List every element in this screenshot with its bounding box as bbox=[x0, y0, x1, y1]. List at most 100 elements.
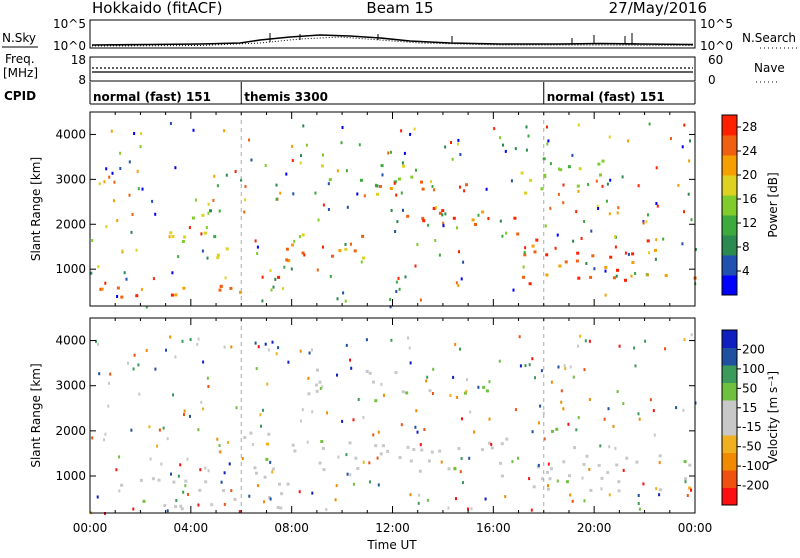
noise-cell bbox=[97, 265, 100, 269]
noise-cell bbox=[514, 147, 517, 151]
noise-cell bbox=[345, 343, 348, 347]
scatter-cell bbox=[617, 489, 621, 493]
scatter-cell bbox=[120, 483, 124, 487]
noise-cell bbox=[140, 287, 143, 291]
scatter-cell bbox=[267, 432, 271, 436]
noise-cell bbox=[463, 189, 466, 193]
noise-cell bbox=[189, 414, 191, 418]
scatter-cell bbox=[522, 275, 525, 279]
noise-cell bbox=[374, 183, 377, 187]
noise-cell bbox=[525, 125, 528, 129]
noise-cell bbox=[395, 290, 398, 293]
noise-cell bbox=[432, 367, 435, 371]
noise-cell bbox=[329, 275, 332, 278]
noise-cell bbox=[223, 502, 226, 506]
noise-cell bbox=[477, 385, 480, 389]
scatter-cell bbox=[420, 180, 423, 184]
noise-cell bbox=[174, 166, 177, 170]
noise-cell bbox=[487, 217, 490, 220]
noise-cell bbox=[293, 239, 296, 243]
scatter-cell bbox=[555, 427, 559, 431]
scatter-cell bbox=[380, 164, 384, 168]
scatter-cell bbox=[348, 441, 352, 445]
noise-cell bbox=[485, 187, 488, 191]
noise-cell bbox=[477, 213, 480, 217]
freq-right-tick-bottom: 0 bbox=[708, 73, 716, 87]
colorbar-swatch bbox=[722, 135, 737, 156]
scatter-cell bbox=[658, 488, 662, 492]
scatter-cell bbox=[545, 253, 549, 257]
colorbar-tick-label: -50 bbox=[742, 440, 762, 454]
colorbar-tick-label: 16 bbox=[742, 192, 757, 206]
x-tick-label: 08:00 bbox=[274, 521, 309, 535]
noise-cell bbox=[490, 442, 493, 446]
scatter-cell bbox=[285, 247, 289, 251]
scatter-cell bbox=[548, 477, 552, 481]
scatter-cell bbox=[184, 479, 188, 483]
noise-cell bbox=[549, 162, 552, 166]
noise-cell bbox=[562, 183, 565, 187]
noise-cell bbox=[455, 281, 458, 285]
noise-cell bbox=[554, 246, 557, 250]
noise-cell bbox=[569, 493, 572, 497]
noise-cell bbox=[637, 184, 640, 188]
noise-cell bbox=[160, 462, 163, 466]
noise-cell bbox=[622, 468, 625, 472]
noise-cell bbox=[303, 253, 306, 257]
scatter-cell bbox=[500, 474, 504, 478]
noise-cell bbox=[107, 404, 110, 408]
scatter-cell bbox=[356, 467, 360, 470]
noise-cell bbox=[184, 484, 187, 488]
noise-cell bbox=[637, 412, 640, 416]
noise-cell bbox=[400, 423, 403, 427]
noise-cell bbox=[192, 128, 195, 132]
noise-cell bbox=[617, 206, 620, 210]
noise-cell bbox=[104, 432, 107, 436]
noise-cell bbox=[403, 151, 406, 155]
noise-cell bbox=[655, 166, 658, 170]
noise-cell bbox=[546, 125, 548, 129]
noise-cell bbox=[409, 361, 412, 365]
noise-cell bbox=[604, 269, 607, 273]
noise-cell bbox=[212, 198, 215, 202]
noise-cell bbox=[290, 267, 293, 271]
scatter-cell bbox=[216, 253, 220, 257]
noise-cell bbox=[344, 243, 347, 246]
noise-cell bbox=[528, 477, 531, 481]
noise-cell bbox=[128, 160, 131, 164]
scatter-cell bbox=[422, 219, 426, 223]
noise-right-tick-bottom: 10^0 bbox=[700, 39, 733, 53]
scatter-cell bbox=[500, 442, 504, 446]
noise-cell bbox=[299, 161, 302, 165]
noise-cell bbox=[321, 385, 324, 389]
scatter-cell bbox=[233, 497, 237, 501]
noise-cell bbox=[285, 172, 288, 176]
noise-cell bbox=[103, 438, 105, 442]
noise-cell bbox=[646, 273, 649, 276]
noise-cell bbox=[350, 366, 353, 370]
noise-cell bbox=[440, 460, 443, 464]
scatter-cell bbox=[265, 457, 269, 461]
noise-cell bbox=[600, 487, 603, 491]
noise-cell bbox=[468, 456, 471, 460]
noise-cell bbox=[299, 349, 302, 353]
noise-cell bbox=[336, 373, 338, 377]
noise-cell bbox=[251, 443, 254, 446]
scatter-cell bbox=[545, 273, 549, 277]
scatter-cell bbox=[353, 249, 357, 253]
noise-cell bbox=[662, 237, 665, 241]
scatter-cell bbox=[482, 385, 486, 389]
noise-cell bbox=[207, 385, 210, 388]
colorbar-tick-label: 100 bbox=[742, 362, 765, 376]
noise-cell bbox=[583, 499, 586, 503]
noise-cell bbox=[690, 488, 693, 492]
scatter-cell bbox=[277, 275, 281, 279]
noise-cell bbox=[121, 249, 124, 253]
scatter-cell bbox=[374, 444, 378, 448]
scatter-cell bbox=[490, 446, 494, 450]
noise-cell bbox=[109, 372, 112, 376]
noise-cell bbox=[519, 364, 522, 368]
scatter-cell bbox=[180, 507, 184, 511]
scatter-cell bbox=[291, 243, 294, 247]
